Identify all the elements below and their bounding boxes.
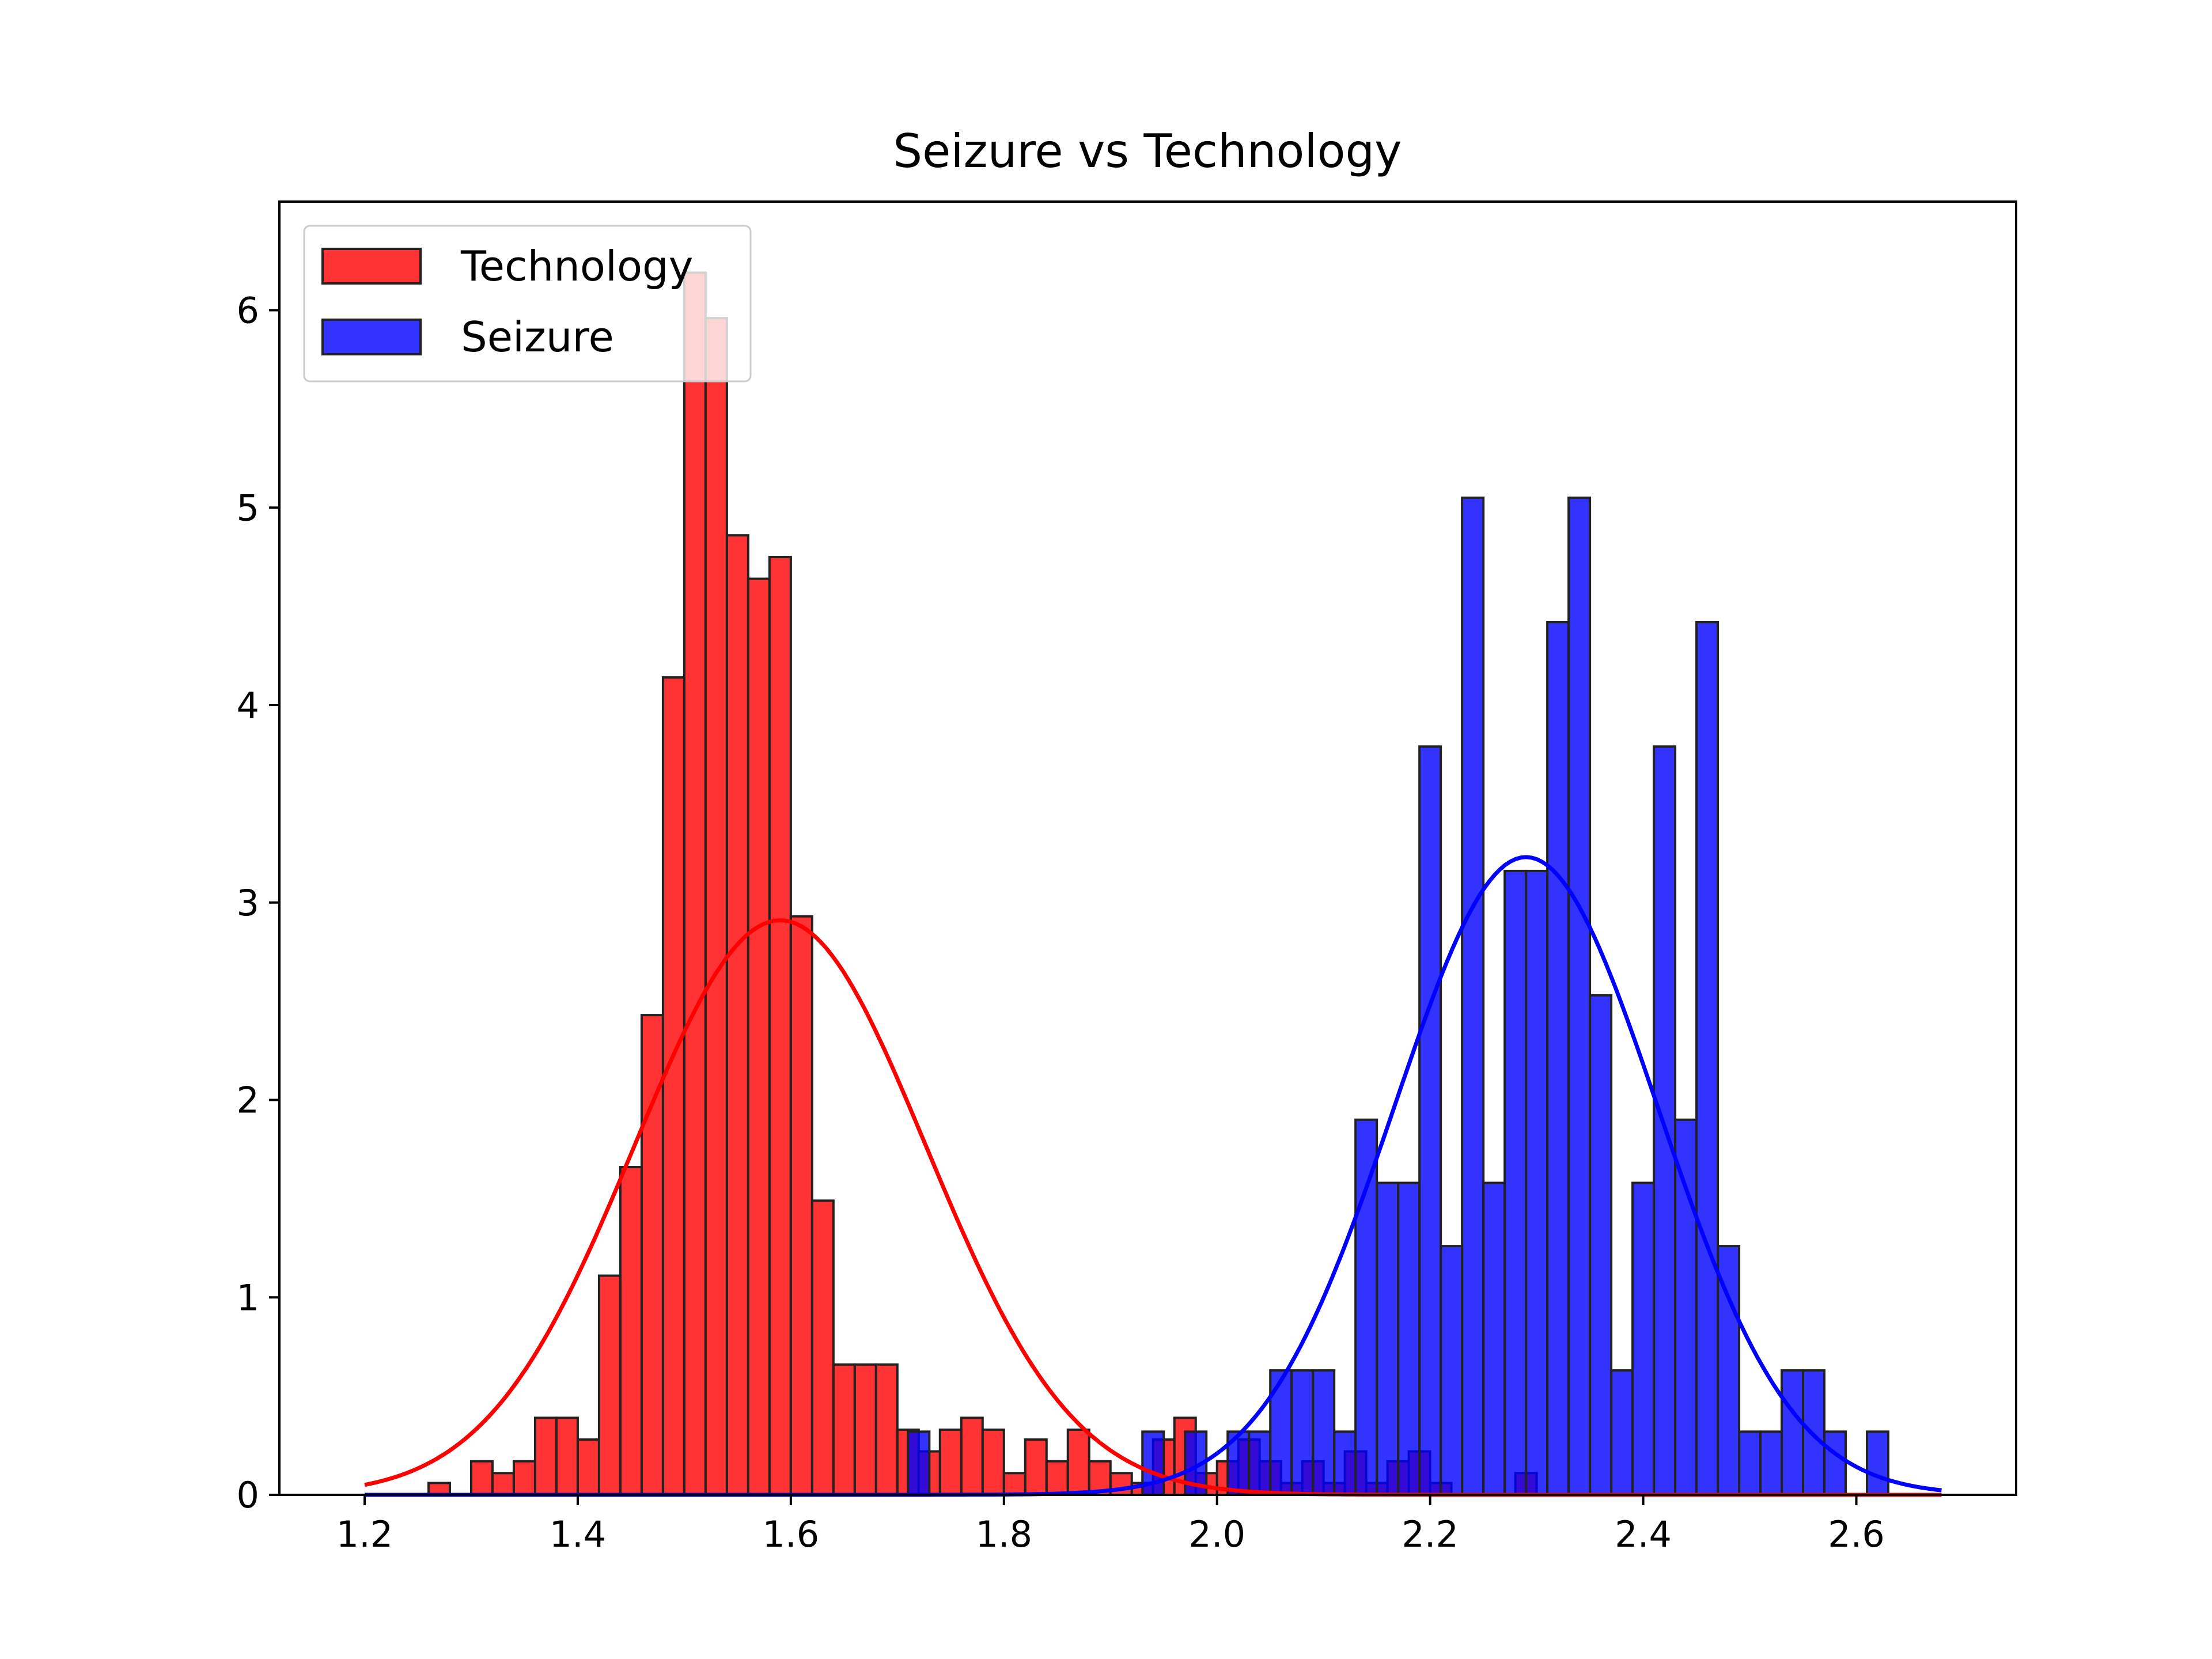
- seizure-bar: [1567, 497, 1592, 1496]
- legend-label-technology: Technology: [460, 242, 693, 290]
- technology-bar: [469, 1460, 494, 1497]
- seizure-bar: [1226, 1430, 1251, 1496]
- seizure-bar: [1781, 1369, 1805, 1496]
- plot-frame: [278, 200, 2017, 1496]
- technology-bar: [810, 1199, 835, 1497]
- technology-bar: [1045, 1460, 1069, 1497]
- y-tick-label: 4: [237, 684, 259, 726]
- technology-bar: [938, 1428, 963, 1496]
- technology-bar: [981, 1428, 1005, 1496]
- technology-bar: [874, 1363, 899, 1497]
- seizure-bar: [1717, 1245, 1741, 1497]
- technology-bar: [1002, 1472, 1027, 1496]
- seizure-bar: [1610, 1369, 1634, 1496]
- technology-bar: [960, 1416, 984, 1496]
- seizure-bar: [1290, 1369, 1315, 1496]
- legend-swatch-seizure: [321, 319, 422, 355]
- seizure-bar: [1546, 621, 1570, 1496]
- seizure-bar: [1418, 745, 1442, 1496]
- technology-bar: [576, 1438, 600, 1496]
- technology-bar: [704, 317, 728, 1497]
- technology-bar: [533, 1416, 558, 1496]
- technology-bar: [619, 1166, 643, 1497]
- x-tick-label: 2.6: [1828, 1513, 1885, 1555]
- technology-bar: [512, 1460, 536, 1497]
- legend-swatch-technology: [321, 248, 422, 285]
- y-tick-label: 2: [237, 1080, 259, 1122]
- technology-bar: [661, 676, 685, 1496]
- seizure-bar: [1248, 1430, 1272, 1496]
- bars-layer: [427, 271, 1890, 1497]
- technology-bar: [491, 1472, 515, 1496]
- seizure-bar: [1823, 1430, 1847, 1496]
- x-tick-label: 1.4: [550, 1513, 607, 1555]
- technology-bar: [747, 577, 771, 1497]
- y-axis: 0 1 2 3 4 5 6: [237, 290, 279, 1516]
- legend-label-seizure: Seizure: [461, 313, 614, 361]
- y-tick-label: 6: [237, 290, 259, 332]
- seizure-bar: [1631, 1181, 1656, 1496]
- seizure-bar: [1482, 1181, 1506, 1496]
- seizure-bar: [1354, 1118, 1378, 1497]
- seizure-bar: [1376, 1181, 1400, 1496]
- y-tick-label: 3: [237, 882, 259, 924]
- seizure-bar: [1461, 497, 1485, 1496]
- technology-bar: [768, 555, 792, 1497]
- seizure-bar: [907, 1430, 931, 1496]
- seizure-bar: [1525, 869, 1549, 1496]
- x-tick-label: 1.6: [763, 1513, 820, 1555]
- x-axis: 1.2 1.4 1.6 1.8 2.0 2.2 2.4 2.6: [336, 1495, 1885, 1555]
- technology-bar: [1066, 1428, 1090, 1496]
- seizure-bar: [1674, 1118, 1698, 1497]
- x-tick-label: 1.2: [336, 1513, 393, 1555]
- technology-bar: [789, 915, 813, 1496]
- seizure-bar: [1312, 1369, 1336, 1496]
- x-tick-label: 2.0: [1188, 1513, 1245, 1555]
- technology-bar: [555, 1416, 579, 1496]
- seizure-bar: [1440, 1245, 1464, 1497]
- y-tick-label: 0: [237, 1474, 259, 1516]
- y-tick-label: 5: [237, 487, 259, 529]
- technology-bar: [853, 1363, 877, 1497]
- seizure-bar: [1503, 869, 1528, 1496]
- seizure-bar: [1589, 994, 1613, 1496]
- seizure-bar: [1333, 1430, 1357, 1496]
- seizure-bar: [1695, 621, 1719, 1496]
- technology-bar: [725, 534, 749, 1496]
- technology-bar: [597, 1274, 622, 1496]
- seizure-bar: [1759, 1430, 1783, 1496]
- x-tick-label: 2.4: [1615, 1513, 1672, 1555]
- y-tick-label: 1: [237, 1277, 259, 1319]
- x-tick-label: 1.8: [975, 1513, 1032, 1555]
- technology-bar: [832, 1363, 856, 1497]
- legend: Technology Seizure: [303, 225, 752, 382]
- x-tick-label: 2.2: [1402, 1513, 1459, 1555]
- seizure-bar: [1738, 1430, 1762, 1496]
- seizure-bar: [1397, 1181, 1421, 1496]
- chart-title: Seizure vs Technology: [893, 124, 1402, 178]
- seizure-bar: [1866, 1430, 1890, 1496]
- technology-bar: [683, 271, 707, 1496]
- technology-bar: [1024, 1438, 1048, 1496]
